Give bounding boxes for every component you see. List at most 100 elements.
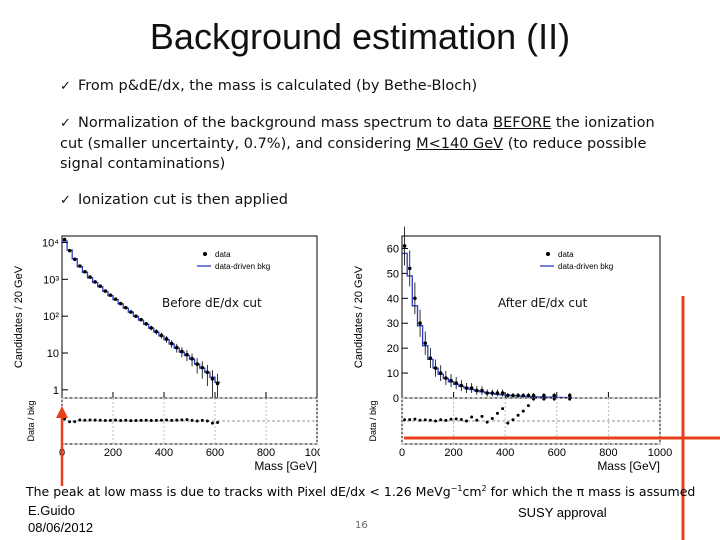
ratio-point <box>439 418 443 422</box>
ratio-point <box>552 397 556 401</box>
bullet-2-text-b: the ionization cut (smaller uncertainty,… <box>60 115 655 152</box>
data-point <box>428 356 433 360</box>
data-point <box>485 391 489 395</box>
bottom-note-sup1: −1 <box>450 484 463 493</box>
bullet-1: ✓ From p&dE/dx, the mass is calculated (b… <box>60 76 680 97</box>
ratio-point <box>165 418 169 422</box>
x-tick-label: 400 <box>155 447 173 459</box>
approval: SUSY approval <box>518 505 607 520</box>
ratio-point <box>480 414 484 418</box>
y-tick-label: 10 <box>387 368 399 380</box>
legend-data-label: data <box>215 250 231 259</box>
data-point <box>154 329 159 334</box>
ratio-point <box>200 418 204 422</box>
ratio-point <box>516 413 520 417</box>
bullet-2-text-a: Normalization of the background mass spe… <box>78 115 494 131</box>
ratio-y-label: Data / bkg <box>26 400 36 441</box>
ratio-point <box>511 418 515 422</box>
ratio-point <box>98 418 102 422</box>
data-point <box>78 264 82 268</box>
bottom-note: The peak at low mass is due to tracks wi… <box>26 484 695 499</box>
data-point <box>98 284 103 289</box>
before-cut-label: Before dE/dx cut <box>162 296 262 310</box>
data-point <box>67 248 72 253</box>
before-cut-plot: 1 10 10² 10³ 10⁴ Candidates / 20 GeV data data-… <box>13 235 320 473</box>
bullet-2-underline-before: BEFORE <box>493 115 552 131</box>
data-point <box>103 289 108 293</box>
ratio-point <box>423 418 427 422</box>
x-tick-label: 800 <box>257 447 275 459</box>
data-point <box>490 391 495 395</box>
ratio-point <box>93 418 97 422</box>
ratio-point <box>490 416 494 420</box>
ratio-point <box>459 418 463 422</box>
legend-bkg-label: data-driven bkg <box>558 262 613 271</box>
checkmark-icon: ✓ <box>60 193 71 208</box>
ratio-point <box>119 418 123 422</box>
data-point <box>215 381 220 386</box>
data-point <box>118 301 123 306</box>
x-tick-label: 1000 <box>305 447 320 459</box>
ratio-point <box>532 397 536 401</box>
ratio-point <box>175 418 179 422</box>
ratio-point <box>159 418 163 422</box>
y-tick-label: 40 <box>387 293 399 305</box>
x-tick-label: 400 <box>496 447 514 459</box>
ratio-point <box>139 418 143 422</box>
ratio-point <box>444 418 448 422</box>
data-point <box>511 393 515 398</box>
ratio-point <box>210 421 214 425</box>
data-point <box>500 391 505 395</box>
ratio-point <box>195 419 199 423</box>
ratio-point <box>124 418 128 422</box>
ratio-point <box>205 419 209 423</box>
ratio-point <box>134 419 138 423</box>
ratio-point <box>185 418 189 422</box>
data-point <box>407 266 412 271</box>
ratio-point <box>434 419 438 423</box>
y-tick-label: 20 <box>387 343 399 355</box>
data-point <box>72 257 77 262</box>
data-point <box>531 393 536 398</box>
ratio-point <box>68 420 72 424</box>
bottom-note-b: cm <box>462 484 482 500</box>
ratio-point <box>542 397 546 401</box>
legend-data-marker <box>203 252 207 256</box>
bullet-3: ✓ Ionization cut is then applied <box>60 190 680 211</box>
data-point <box>516 393 520 398</box>
data-point <box>505 393 510 398</box>
ratio-point <box>568 397 572 401</box>
data-point <box>475 388 479 393</box>
y-axis-label: Candidates / 20 GeV <box>13 265 25 368</box>
x-tick-label: 200 <box>444 447 462 459</box>
data-point <box>449 378 453 383</box>
data-point <box>459 383 464 388</box>
data-point <box>521 393 526 398</box>
data-point <box>174 345 179 350</box>
bullet-3-text: Ionization cut is then applied <box>78 192 288 208</box>
x-tick-label: 600 <box>548 447 566 459</box>
y-tick-label: 1 <box>53 385 59 397</box>
author: E.Guido <box>28 503 75 518</box>
x-tick-label: 200 <box>104 447 122 459</box>
ratio-point <box>190 418 194 422</box>
legend-data-label: data <box>558 250 574 259</box>
ratio-point <box>216 420 220 424</box>
ratio-point <box>149 419 153 423</box>
data-point <box>195 362 199 366</box>
checkmark-icon: ✓ <box>60 116 71 131</box>
data-point <box>464 386 469 390</box>
y-tick-label: 10⁴ <box>42 237 59 249</box>
ratio-point <box>501 407 505 411</box>
ratio-point <box>180 418 184 422</box>
legend-data-marker <box>546 252 550 256</box>
data-point <box>542 393 546 398</box>
page-number: 16 <box>355 520 368 531</box>
data-point <box>433 366 438 370</box>
data-point <box>149 326 154 330</box>
ratio-point <box>114 418 118 422</box>
ratio-point <box>428 418 432 422</box>
data-point <box>88 275 92 279</box>
x-tick-label: 1000 <box>648 447 672 459</box>
y-tick-label: 10³ <box>43 274 59 286</box>
